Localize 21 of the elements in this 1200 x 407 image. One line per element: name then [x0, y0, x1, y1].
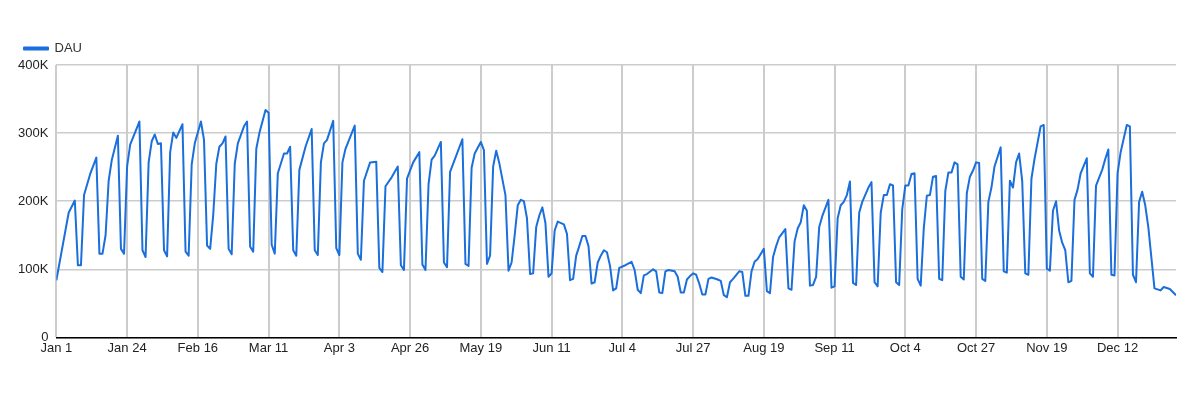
y-tick-label: 0	[41, 328, 49, 344]
x-tick-label: Mar 11	[248, 339, 289, 355]
x-tick-label: Apr 3	[323, 339, 355, 355]
y-tick-label: 200K	[17, 192, 49, 208]
y-tick-label: 300K	[17, 124, 49, 140]
x-tick-label: Aug 19	[743, 339, 785, 355]
y-tick-label: 400K	[17, 56, 49, 72]
x-tick-label: Oct 27	[956, 339, 996, 355]
x-tick-label: Oct 4	[889, 339, 921, 355]
x-tick-label: Sep 11	[814, 339, 855, 355]
x-tick-label: Feb 16	[177, 339, 219, 355]
x-tick-label: May 19	[459, 339, 503, 355]
x-tick-label: Jun 11	[532, 339, 571, 355]
x-tick-label: Jul 4	[608, 339, 637, 355]
x-tick-label: Dec 12	[1096, 339, 1139, 355]
x-tick-label: Apr 26	[390, 339, 430, 355]
x-tick-label: Jan 24	[107, 339, 147, 355]
legend-label: DAU	[54, 40, 82, 56]
x-tick-label: Nov 19	[1026, 339, 1068, 355]
y-tick-label: 100K	[17, 260, 49, 276]
x-tick-label: Jul 27	[675, 339, 711, 355]
